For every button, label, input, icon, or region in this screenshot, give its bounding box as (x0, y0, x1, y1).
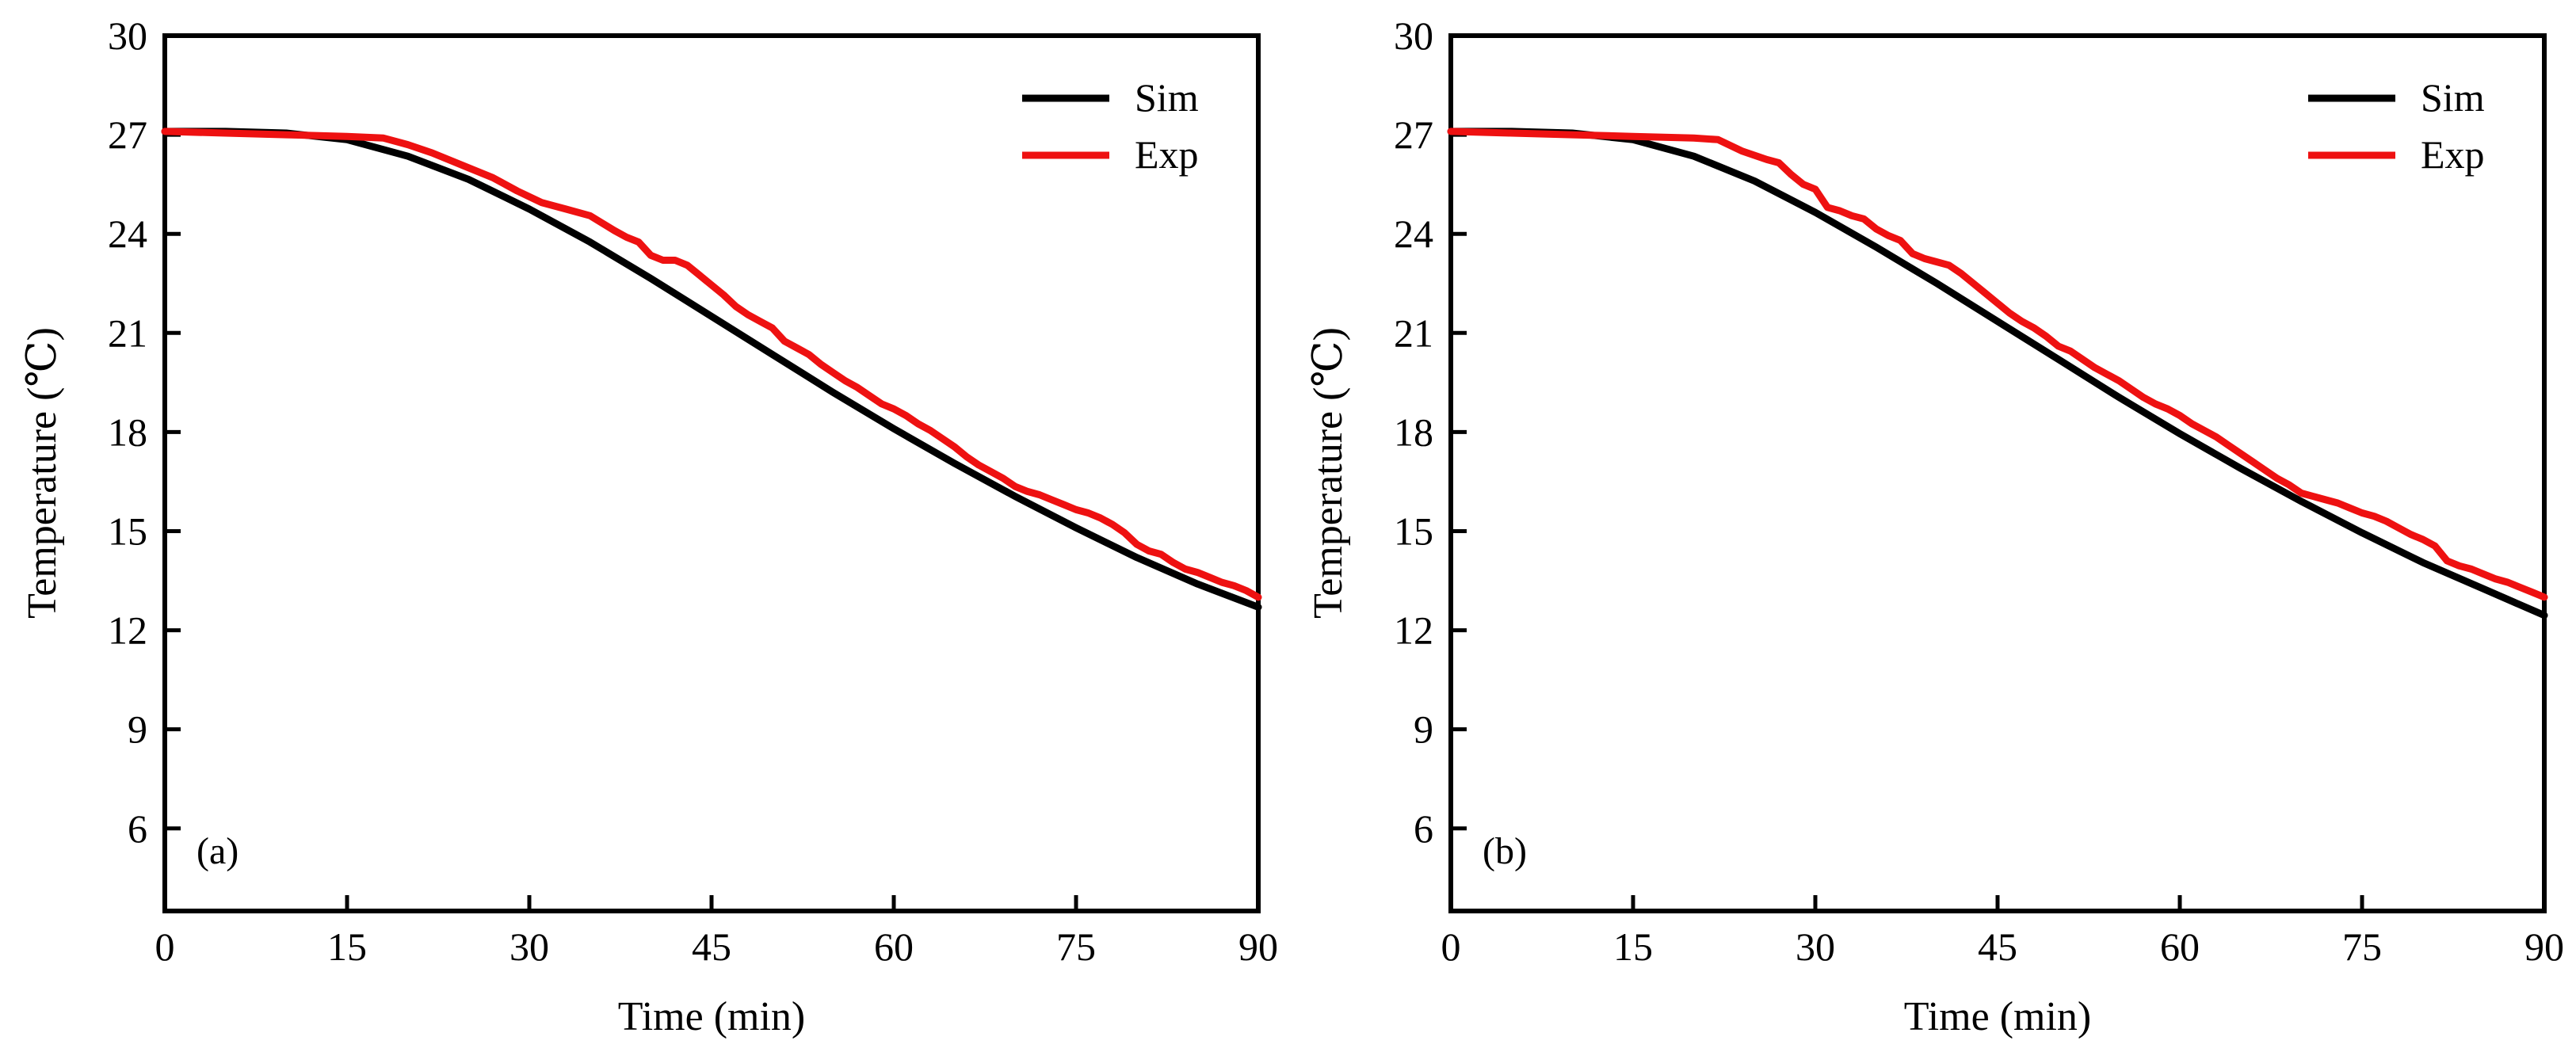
plot-frame (1448, 33, 2547, 913)
y-tick-label: 6 (128, 806, 147, 851)
x-axis-title: Time (min) (1904, 994, 2091, 1039)
legend: Sim Exp (2308, 75, 2485, 177)
y-tick-label: 24 (1394, 212, 1433, 256)
x-tick-label: 75 (1056, 924, 1096, 969)
x-tick-label: 45 (692, 924, 731, 969)
y-tick-label: 6 (1414, 806, 1433, 851)
y-tick-label: 21 (108, 311, 147, 355)
x-tick-label: 0 (155, 924, 175, 969)
chart-panel-a: 0 15 30 45 60 75 90 6 9 12 15 18 21 24 27 30 (a) Time (… (20, 13, 1278, 1039)
y-tick-label: 15 (108, 509, 147, 553)
y-tick-label: 27 (1394, 112, 1433, 157)
x-tick-label: 0 (1441, 924, 1461, 969)
y-tick-label: 21 (1394, 311, 1433, 355)
x-tick-label: 30 (509, 924, 549, 969)
x-axis-title: Time (min) (618, 994, 805, 1039)
y-tick-label: 18 (1394, 410, 1433, 454)
y-tick-label: 18 (108, 410, 147, 454)
y-tick-label: 15 (1394, 509, 1433, 553)
series-line-sim (161, 128, 1262, 611)
y-tick-label: 12 (108, 608, 147, 653)
legend-label-exp: Exp (1135, 132, 1199, 177)
y-tick-label: 27 (108, 112, 147, 157)
y-tick-label: 9 (1414, 707, 1433, 752)
x-tick-label: 30 (1796, 924, 1835, 969)
series-layer (161, 128, 1262, 611)
series-layer (1447, 128, 2548, 619)
y-tick-label: 24 (108, 212, 147, 256)
axis-ticks: 0 15 30 45 60 75 90 6 9 12 15 18 21 24 27 30 (108, 13, 1278, 969)
x-tick-label: 90 (1238, 924, 1278, 969)
x-tick-label: 60 (2160, 924, 2200, 969)
axis-ticks: 0 15 30 45 60 75 90 6 9 12 15 18 21 24 27 30 (1394, 13, 2564, 969)
chart-panel-b: 0 15 30 45 60 75 90 6 9 12 15 18 21 24 27 30 (b) Time (… (1306, 13, 2564, 1039)
legend-label-sim: Sim (1135, 75, 1199, 120)
x-tick-label: 90 (2524, 924, 2564, 969)
y-axis-title: Temperature (℃) (1306, 327, 1351, 619)
y-tick-label: 12 (1394, 608, 1433, 653)
legend-label-sim: Sim (2421, 75, 2485, 120)
y-axis-title: Temperature (℃) (20, 327, 65, 619)
y-tick-label: 9 (128, 707, 147, 752)
series-line-exp (161, 128, 1262, 601)
series-line-sim (1447, 128, 2548, 619)
panel-label: (b) (1483, 830, 1527, 872)
x-tick-label: 15 (1613, 924, 1653, 969)
x-tick-label: 60 (874, 924, 914, 969)
legend-label-exp: Exp (2421, 132, 2485, 177)
panel-label: (a) (197, 830, 239, 872)
plot-frame (162, 33, 1261, 913)
legend: Sim Exp (1022, 75, 1199, 177)
x-tick-label: 45 (1978, 924, 2017, 969)
x-tick-label: 15 (327, 924, 367, 969)
y-tick-label: 30 (1394, 13, 1433, 58)
x-tick-label: 75 (2342, 924, 2382, 969)
series-line-exp (1447, 128, 2548, 601)
y-tick-label: 30 (108, 13, 147, 58)
